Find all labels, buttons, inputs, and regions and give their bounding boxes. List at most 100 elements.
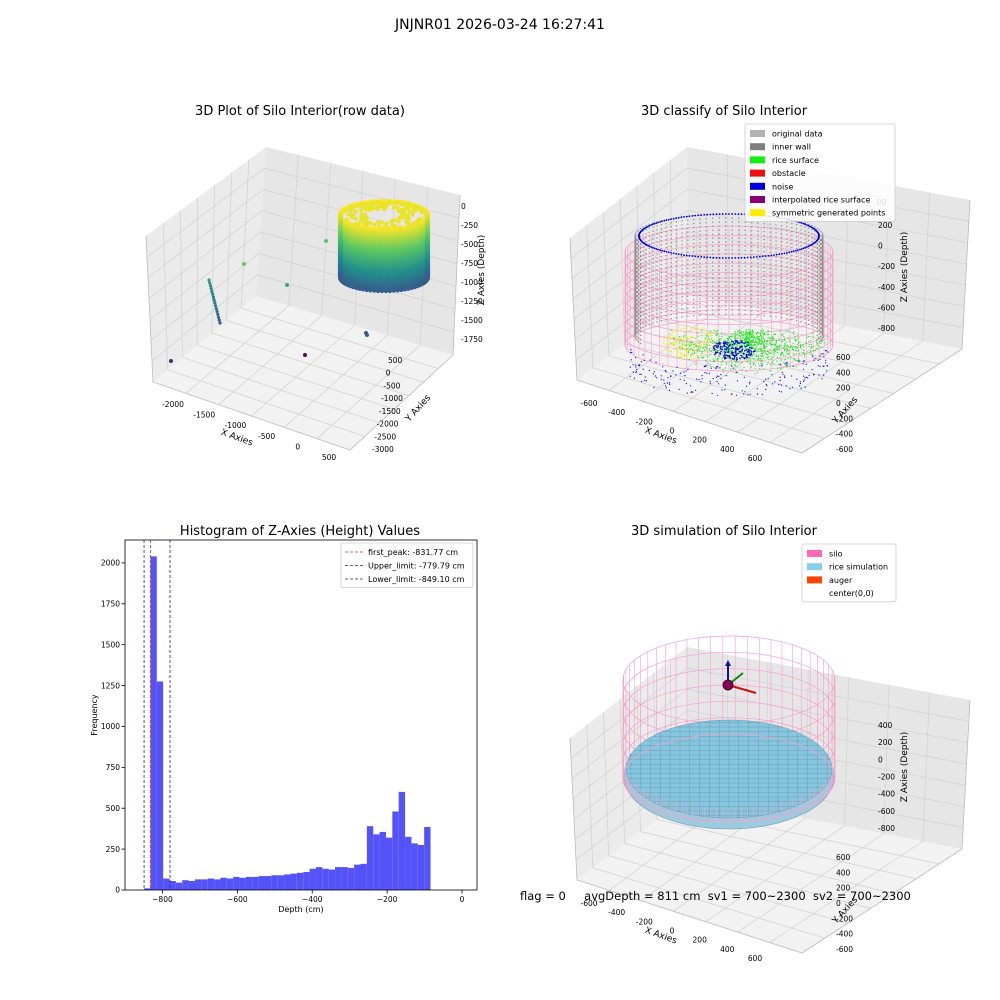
data-point — [698, 340, 700, 342]
data-point — [766, 334, 768, 336]
data-point — [792, 358, 794, 360]
data-point — [738, 334, 740, 336]
data-point — [642, 286, 644, 288]
data-point — [687, 219, 689, 221]
data-point — [725, 217, 727, 219]
data-point — [820, 315, 822, 318]
data-point — [773, 355, 775, 357]
data-point — [660, 284, 663, 286]
data-point — [700, 256, 703, 258]
data-point — [674, 343, 676, 345]
data-point — [635, 256, 637, 258]
data-point — [705, 238, 707, 240]
z-tick-label: -800 — [878, 824, 895, 833]
data-point — [656, 269, 658, 271]
data-point — [689, 348, 691, 350]
data-point — [681, 352, 683, 354]
data-point — [636, 331, 638, 334]
data-point — [681, 296, 683, 298]
data-point — [725, 349, 728, 351]
data-point — [722, 342, 725, 345]
data-point — [718, 285, 720, 287]
data-point — [825, 350, 828, 352]
data-point — [712, 237, 714, 239]
data-point — [757, 337, 759, 339]
data-point — [718, 297, 720, 299]
data-point — [745, 353, 748, 356]
data-point — [820, 287, 822, 290]
data-point — [748, 339, 750, 342]
data-point — [773, 343, 775, 345]
data-point — [795, 288, 798, 290]
data-point — [629, 366, 631, 368]
data-point — [637, 313, 640, 315]
data-point — [821, 312, 823, 314]
data-point — [779, 379, 781, 382]
data-point — [398, 225, 403, 230]
data-point — [635, 240, 637, 242]
data-point — [790, 250, 793, 253]
data-point — [635, 244, 637, 246]
data-point — [656, 321, 658, 323]
data-point — [169, 359, 173, 363]
data-point — [759, 348, 761, 350]
data-point — [687, 291, 689, 293]
data-point — [820, 342, 822, 345]
data-point — [758, 342, 760, 344]
data-point — [732, 341, 735, 343]
legend-frame — [340, 542, 474, 588]
data-point — [743, 338, 746, 341]
data-point — [720, 361, 722, 363]
data-point — [682, 343, 684, 345]
x-tick-label: 0 — [670, 427, 675, 436]
data-point — [807, 245, 810, 248]
data-point — [640, 279, 642, 282]
histogram-bar — [271, 875, 278, 890]
data-point — [687, 251, 689, 253]
data-point — [808, 227, 810, 229]
data-point — [812, 336, 814, 338]
x-tick-label: -1500 — [193, 411, 215, 420]
data-point — [636, 275, 638, 278]
data-point — [652, 322, 654, 324]
data-point — [675, 221, 678, 223]
data-point — [780, 285, 783, 287]
data-point — [713, 330, 716, 332]
data-point — [656, 253, 658, 255]
data-point — [728, 336, 730, 338]
data-point — [705, 360, 707, 362]
y-tick-label: 500 — [388, 356, 403, 365]
data-point — [811, 309, 813, 311]
data-point — [645, 317, 647, 319]
data-point — [648, 319, 650, 321]
data-point — [348, 204, 353, 209]
data-point — [740, 256, 743, 259]
data-point — [640, 299, 642, 302]
data-point — [687, 311, 689, 313]
data-point — [636, 368, 638, 370]
data-point — [820, 234, 822, 237]
data-point — [354, 203, 359, 208]
data-point — [780, 249, 783, 251]
data-point — [808, 271, 810, 273]
data-point — [372, 288, 377, 293]
data-point — [818, 281, 821, 283]
data-point — [685, 370, 687, 372]
data-point — [721, 359, 724, 361]
data-point — [410, 212, 415, 217]
data-point — [713, 361, 715, 363]
data-point — [645, 249, 647, 251]
data-point — [707, 334, 710, 336]
data-point — [729, 353, 731, 355]
data-point — [687, 263, 689, 265]
data-point — [811, 289, 813, 291]
data-point — [636, 299, 638, 302]
data-point — [648, 247, 650, 249]
data-point — [747, 343, 749, 345]
data-point — [738, 233, 740, 235]
data-point — [703, 356, 705, 358]
data-point — [636, 259, 638, 262]
data-point — [636, 279, 638, 282]
data-point — [660, 252, 663, 254]
data-point — [780, 233, 783, 235]
